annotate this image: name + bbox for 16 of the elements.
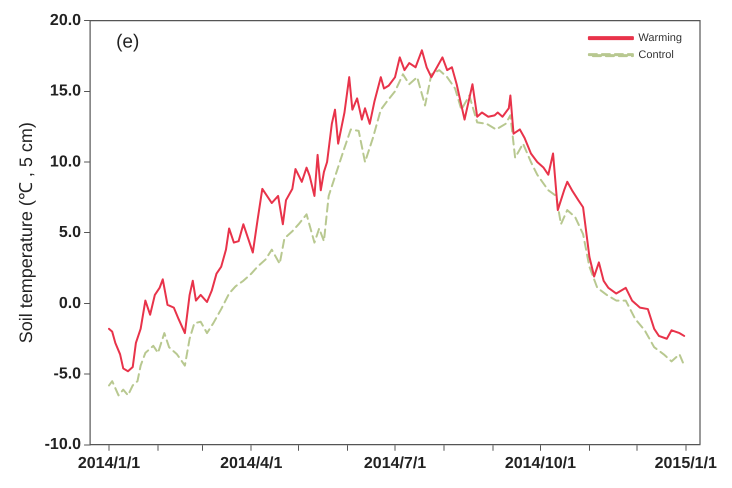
legend-label: Control xyxy=(638,49,674,62)
y-tick-label: 10.0 xyxy=(50,153,82,170)
x-tick-label: 2014/4/1 xyxy=(220,454,282,472)
y-tick-label: -5.0 xyxy=(53,366,82,383)
legend-label: Warming xyxy=(638,32,682,44)
x-tick-label: 2014/7/1 xyxy=(364,454,426,472)
x-tick-label: 2015/1/1 xyxy=(654,454,718,472)
y-tick-label: -10.0 xyxy=(44,436,82,454)
x-tick-label: 2014/10/1 xyxy=(504,454,576,472)
y-tick-label: 20.0 xyxy=(50,12,82,30)
y-tick-label: 0.0 xyxy=(58,294,82,312)
y-axis-title: Soil temperature (℃ , 5 cm) xyxy=(16,122,36,344)
y-tick-label: 15.0 xyxy=(50,82,82,100)
annotation: (e) xyxy=(116,31,140,52)
x-tick-label: 2014/1/1 xyxy=(78,454,140,472)
y-tick-label: 5.0 xyxy=(58,224,82,242)
